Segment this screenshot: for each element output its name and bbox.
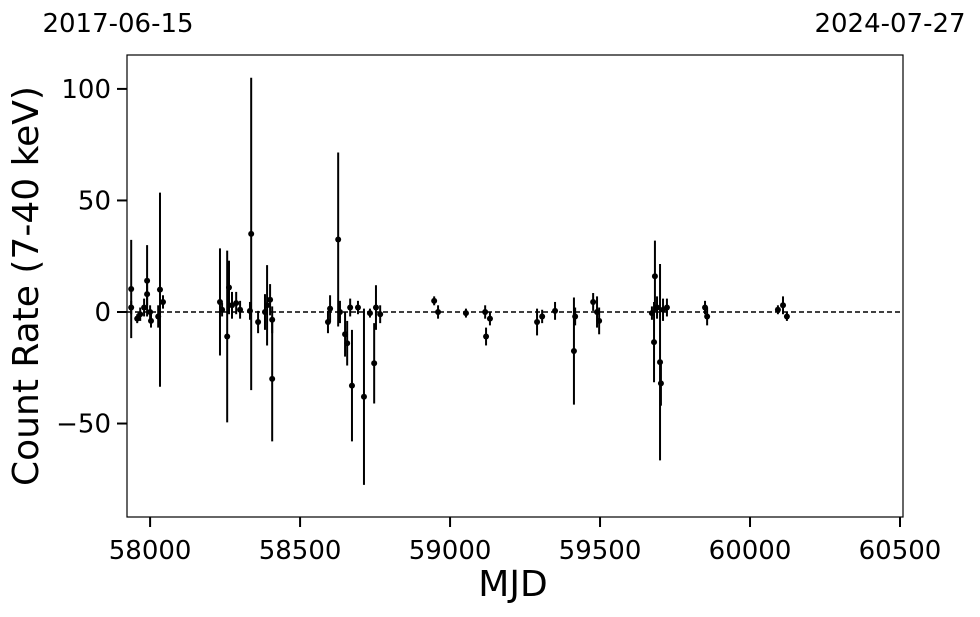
data-point [372, 304, 379, 311]
data-point [360, 393, 367, 400]
data-point [269, 316, 276, 323]
data-point [225, 284, 232, 291]
data-point [780, 302, 787, 309]
start-date: 2017-06-15 [42, 9, 193, 39]
data-point [534, 319, 541, 326]
x-tick-label: 60000 [709, 536, 792, 566]
plot-frame [126, 54, 904, 518]
data-point [348, 382, 355, 389]
data-point [704, 313, 711, 320]
data-point [347, 304, 354, 311]
data-point [336, 308, 343, 315]
data-point [371, 360, 378, 367]
data-point [657, 380, 664, 387]
data-point [486, 315, 493, 322]
data-point [572, 313, 579, 320]
data-point [377, 311, 384, 318]
data-point [237, 306, 244, 313]
data-point [219, 306, 226, 313]
data-point [482, 308, 489, 315]
data-point [269, 375, 276, 382]
y-tick-label: 0 [94, 298, 111, 328]
data-point [651, 339, 658, 346]
x-tick-label: 59000 [409, 536, 492, 566]
data-point [483, 333, 490, 340]
data-point [147, 308, 154, 315]
x-axis-label: MJD [478, 564, 547, 605]
data-point [462, 310, 469, 317]
end-date: 2024-07-27 [814, 9, 965, 39]
data-point [663, 304, 670, 311]
data-point [366, 310, 373, 317]
data-point [435, 308, 442, 315]
data-point [654, 304, 661, 311]
data-point [539, 313, 546, 320]
data-point [141, 304, 148, 311]
y-axis-label: Count Rate (7-40 keV) [6, 86, 47, 486]
x-tick-label: 58500 [259, 536, 342, 566]
data-point [354, 304, 361, 311]
x-tick-label: 60500 [859, 536, 942, 566]
data-point [144, 291, 151, 298]
y-tick-label: 50 [78, 186, 111, 216]
data-point [327, 305, 334, 312]
data-point [651, 273, 658, 280]
data-point [267, 296, 274, 303]
data-point [137, 311, 144, 318]
data-point [147, 317, 154, 324]
data-point [774, 306, 781, 313]
y-tick-label: 100 [61, 75, 111, 105]
data-point [255, 319, 262, 326]
data-point [159, 298, 166, 305]
data-point [264, 302, 271, 309]
data-point [335, 236, 342, 243]
data-point [590, 298, 597, 305]
x-tick-label: 59500 [559, 536, 642, 566]
data-point [596, 317, 603, 324]
data-point [233, 300, 240, 307]
data-point [344, 340, 351, 347]
x-tick-label: 58000 [109, 536, 192, 566]
data-point [431, 297, 438, 304]
data-point [128, 286, 135, 293]
data-point [570, 348, 577, 355]
data-point [246, 307, 253, 314]
data-point [552, 307, 559, 314]
y-tick-label: −50 [56, 410, 111, 440]
data-point [248, 230, 255, 237]
data-point [783, 313, 790, 320]
data-point [134, 315, 141, 322]
data-point [128, 304, 135, 311]
data-point [224, 333, 231, 340]
data-point [156, 286, 163, 293]
data-point [144, 277, 151, 284]
